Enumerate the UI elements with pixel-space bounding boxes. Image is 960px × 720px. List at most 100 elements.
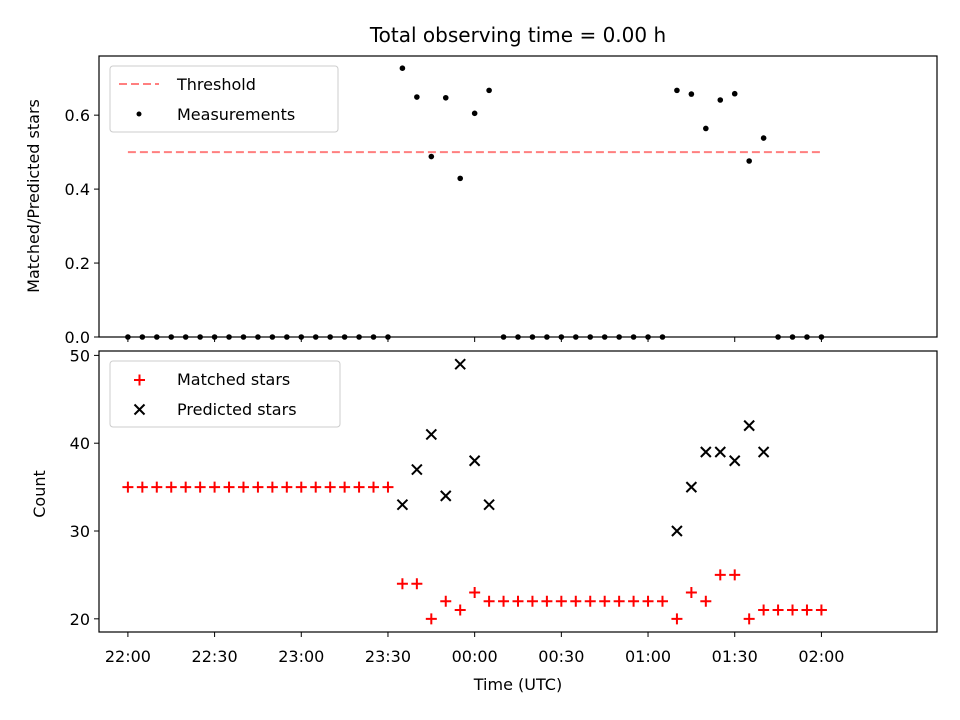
legend-matched-swatch: [134, 374, 145, 386]
bottom-y-axis-label: Count: [30, 470, 49, 518]
measurement-point: [457, 175, 464, 182]
matched-star-point: [425, 613, 437, 625]
matched-star-point: [368, 481, 380, 493]
measurement-point: [703, 125, 709, 132]
predicted-star-point: [714, 446, 726, 458]
measurement-point: [428, 153, 435, 160]
legend-matched-label: Matched stars: [177, 370, 290, 389]
x-tick-label: 01:30: [712, 647, 758, 666]
bottom-legend-box: [109, 360, 341, 428]
legend-measurements-label: Measurements: [177, 105, 295, 124]
matched-star-point: [396, 578, 408, 590]
x-tick-label: 00:00: [452, 647, 498, 666]
matched-star-point: [295, 481, 307, 493]
matched-star-point: [555, 595, 567, 607]
top-x-ticks: [127, 337, 822, 342]
top-plot-frame: [98, 55, 938, 338]
predicted-stars-series: [396, 358, 770, 537]
predicted-star-point: [468, 455, 481, 467]
matched-star-point: [526, 595, 538, 607]
matched-star-point: [743, 613, 755, 625]
matched-star-point: [801, 604, 813, 616]
matched-star-point: [237, 481, 249, 493]
matched-star-point: [151, 481, 163, 493]
measurement-point: [688, 91, 695, 97]
measurement-point: [486, 87, 492, 94]
predicted-star-point: [671, 525, 683, 537]
x-tick-label: 02:00: [798, 647, 844, 666]
predicted-star-point: [440, 490, 452, 502]
matched-star-point: [685, 586, 697, 598]
matched-star-point: [700, 595, 712, 607]
matched-star-point: [469, 586, 481, 598]
matched-star-point: [613, 595, 625, 607]
matched-star-point: [324, 481, 336, 493]
matched-star-point: [310, 481, 322, 493]
top-y-tick-label: 0.0: [65, 328, 90, 347]
bottom-panel: Count Time (UTC) 20 30 40 50 22:00 22:30 23:0…: [30, 346, 938, 694]
predicted-star-point: [743, 419, 755, 432]
measurement-point: [731, 90, 738, 97]
top-legend: Threshold Measurements: [109, 65, 339, 133]
matched-star-point: [266, 481, 278, 493]
measurement-point: [760, 135, 767, 141]
bottom-y-tick-label: 50: [70, 346, 90, 365]
matched-star-point: [281, 481, 293, 493]
matched-star-point: [714, 569, 726, 581]
legend-measurements-swatch: [136, 111, 142, 117]
predicted-star-point: [425, 428, 438, 441]
legend-predicted-label: Predicted stars: [177, 400, 297, 419]
predicted-star-point: [411, 463, 423, 476]
top-legend-box: [109, 65, 339, 133]
x-tick-label: 23:00: [278, 647, 324, 666]
x-tick-label: 23:30: [365, 647, 411, 666]
top-y-tick-label: 0.2: [65, 254, 90, 273]
measurement-point: [717, 97, 724, 103]
matched-star-point: [729, 569, 741, 581]
matched-star-point: [454, 604, 466, 616]
matched-star-point: [180, 481, 192, 493]
matched-star-point: [541, 595, 553, 607]
matched-star-point: [815, 604, 827, 616]
matched-star-point: [671, 613, 683, 625]
predicted-star-point: [454, 358, 466, 370]
matched-star-point: [498, 595, 510, 607]
top-y-tick-label: 0.6: [65, 106, 90, 125]
x-axis-label: Time (UTC): [473, 675, 562, 694]
matched-star-point: [772, 604, 784, 616]
top-y-ticks: 0.0 0.2 0.4 0.6: [65, 106, 99, 347]
x-tick-label: 01:00: [625, 647, 671, 666]
x-tick-label: 00:30: [538, 647, 584, 666]
bottom-y-tick-label: 40: [70, 434, 90, 453]
matched-star-point: [339, 481, 351, 493]
matched-star-point: [584, 595, 596, 607]
bottom-x-ticks: 22:00 22:30 23:00 23:30 00:00 00:30 01:00 01:30…: [105, 632, 844, 666]
matched-star-point: [122, 481, 134, 493]
measurement-point: [471, 110, 478, 117]
predicted-star-point: [483, 498, 495, 511]
matched-star-point: [570, 595, 582, 607]
top-panel: Total observing time = 0.00 h Matched/Pr…: [24, 23, 938, 347]
matched-star-point: [165, 481, 177, 493]
matched-star-point: [758, 604, 770, 616]
measurement-point: [746, 158, 752, 164]
x-tick-label: 22:00: [105, 647, 151, 666]
matched-star-point: [223, 481, 235, 493]
measurement-point: [399, 65, 406, 72]
chart-title: Total observing time = 0.00 h: [369, 23, 666, 47]
bottom-y-tick-label: 30: [70, 522, 90, 541]
matched-star-point: [382, 481, 394, 493]
matched-star-point: [209, 481, 221, 493]
matched-star-point: [411, 578, 423, 590]
matched-stars-series: [122, 481, 827, 625]
legend-threshold-label: Threshold: [176, 75, 256, 94]
measurement-point: [414, 94, 420, 100]
predicted-star-point: [700, 446, 712, 458]
matched-star-point: [194, 481, 206, 493]
measurement-point: [674, 87, 680, 94]
matched-star-point: [252, 481, 264, 493]
matched-star-point: [628, 595, 640, 607]
predicted-star-point: [396, 498, 409, 511]
predicted-star-point: [685, 481, 698, 493]
